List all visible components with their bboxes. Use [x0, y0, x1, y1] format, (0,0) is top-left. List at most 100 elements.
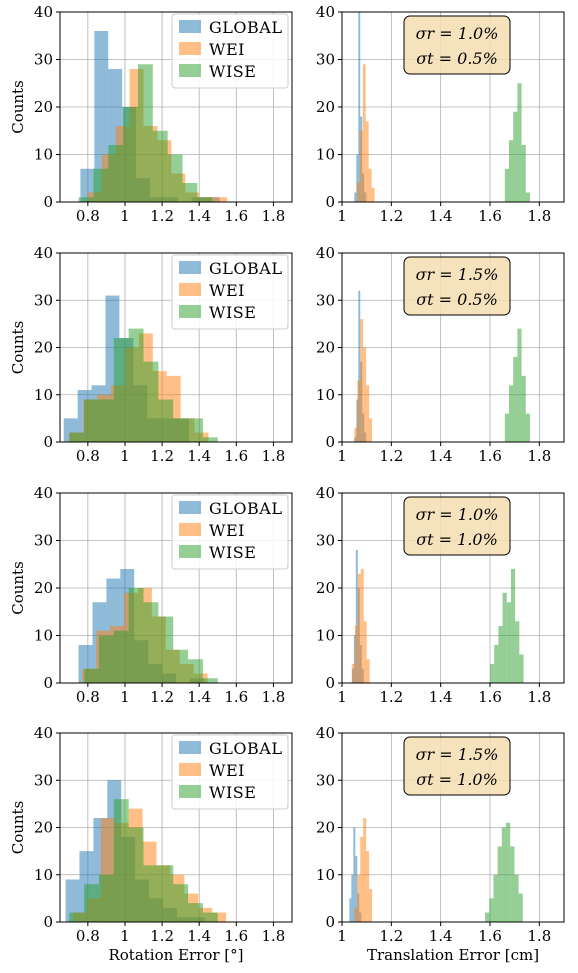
- legend-label-wei: WEI: [209, 281, 245, 300]
- y-tick-label: 40: [316, 244, 335, 262]
- bar-wise: [513, 112, 517, 202]
- panel-rotation-row-1: 0.8 1 1.2 1.4 1.6 1.8 0 10 20 30 40 Counts GLOBAL WEI…: [9, 3, 292, 225]
- bar-wise: [503, 593, 507, 683]
- y-tick-label: 0: [325, 674, 335, 692]
- sigma-annotation: σr = 1.5% σt = 1.0%: [404, 737, 510, 795]
- panel-rotation-row-2: 0.8 1 1.2 1.4 1.6 1.8010203040CountsGLOBALWEI…: [9, 244, 292, 465]
- bar-wise: [509, 140, 513, 202]
- legend: GLOBAL WEI WISE: [172, 255, 288, 329]
- x-tick-label: 1.4: [429, 688, 453, 706]
- bar-wise: [509, 385, 513, 442]
- bar-wise: [173, 884, 188, 922]
- bar-wise: [498, 626, 502, 683]
- legend-swatch-global: [179, 261, 201, 274]
- bar-wise: [188, 418, 203, 442]
- bar-wise: [99, 399, 114, 442]
- bar-wei: [366, 851, 369, 922]
- bar-wise: [510, 846, 514, 922]
- bar-wei: [372, 188, 375, 202]
- y-tick-label: 10: [316, 627, 335, 645]
- y-tick-label: 10: [34, 386, 53, 404]
- bar-wise: [158, 865, 173, 922]
- x-tick-label: 1.2: [379, 447, 403, 465]
- sigma-t-label: σt = 1.0%: [416, 770, 498, 789]
- bar-wise: [502, 828, 506, 923]
- y-tick-label: 40: [316, 3, 335, 21]
- bar-wei: [357, 875, 360, 922]
- bar-wise: [114, 338, 129, 442]
- legend-swatch-wise: [179, 785, 201, 798]
- y-tick-label: 0: [325, 433, 335, 451]
- y-tick-label: 0: [43, 674, 53, 692]
- x-tick-label: 1.2: [379, 207, 403, 225]
- y-tick-label: 0: [43, 913, 53, 931]
- bar-wei: [366, 121, 369, 202]
- bar-wise: [514, 875, 518, 922]
- bar-wise: [203, 678, 218, 683]
- bar-wise: [153, 131, 168, 202]
- bar-wise: [522, 145, 526, 202]
- bar-wise: [99, 636, 114, 684]
- x-tick-label: 0.8: [76, 207, 100, 225]
- bar-wise: [526, 414, 530, 442]
- x-tick-label: 1.6: [224, 447, 248, 465]
- x-tick-label: 1.6: [478, 207, 502, 225]
- sigma-t-label: σt = 1.0%: [416, 530, 498, 549]
- legend-swatch-wei: [179, 283, 201, 296]
- bar-global: [349, 898, 351, 922]
- bar-wei: [352, 664, 355, 683]
- y-tick-label: 20: [316, 579, 335, 597]
- bar-wei: [360, 319, 363, 442]
- bar-wise: [168, 155, 183, 203]
- bar-wise: [489, 898, 493, 922]
- bar-wei: [357, 183, 360, 202]
- x-tick-label: 0.8: [76, 688, 100, 706]
- x-tick-label: 1.8: [527, 207, 551, 225]
- x-tick-label: 1: [337, 447, 347, 465]
- bar-wise: [526, 193, 530, 203]
- x-tick-label: 1: [120, 207, 130, 225]
- y-tick-label: 30: [34, 291, 53, 309]
- bar-wise: [93, 169, 108, 202]
- legend-swatch-global: [179, 20, 201, 33]
- x-tick-label: 1.4: [429, 927, 453, 945]
- y-tick-label: 10: [316, 146, 335, 164]
- bar-global: [351, 875, 353, 922]
- sigma-r-label: σr = 1.0%: [416, 24, 499, 43]
- bar-wise: [490, 664, 494, 683]
- x-tick-label: 1.4: [187, 207, 211, 225]
- bar-wise: [114, 799, 129, 922]
- y-tick-label: 20: [34, 579, 53, 597]
- x-tick-label: 1: [120, 927, 130, 945]
- y-tick-label: 0: [325, 193, 335, 211]
- legend-swatch-wise: [179, 545, 201, 558]
- y-axis-label: Counts: [9, 321, 27, 375]
- bar-wei: [360, 837, 363, 922]
- y-tick-label: 20: [316, 339, 335, 357]
- bar-wei: [366, 385, 369, 442]
- bar-wise: [144, 362, 159, 442]
- bar-wise: [182, 183, 197, 202]
- y-tick-label: 30: [34, 51, 53, 69]
- legend-swatch-wei: [179, 42, 201, 55]
- x-tick-label: 1.8: [527, 447, 551, 465]
- bar-wise: [506, 823, 510, 922]
- bar-wise: [517, 83, 521, 202]
- bar-wise: [507, 602, 511, 683]
- panel-rotation-row-4: 0.8 1 1.2 1.4 1.6 1.8010203040CountsGLOBALWEI…: [9, 724, 292, 945]
- bar-wise: [522, 376, 526, 442]
- bar-wise: [173, 650, 188, 683]
- y-axis-label: Counts: [9, 801, 27, 855]
- y-axis-label: Counts: [9, 80, 27, 134]
- y-tick-label: 30: [316, 51, 335, 69]
- bar-wise: [84, 884, 99, 922]
- legend-label-wei: WEI: [209, 40, 245, 59]
- sigma-annotation: σr = 1.0% σt = 1.0%: [404, 497, 510, 555]
- bar-wise: [203, 913, 218, 922]
- y-tick-label: 40: [34, 244, 53, 262]
- y-tick-label: 30: [316, 291, 335, 309]
- x-tick-label: 1.2: [379, 688, 403, 706]
- x-tick-label: 1.4: [187, 447, 211, 465]
- bar-wise: [197, 197, 212, 202]
- bar-wise: [144, 865, 159, 922]
